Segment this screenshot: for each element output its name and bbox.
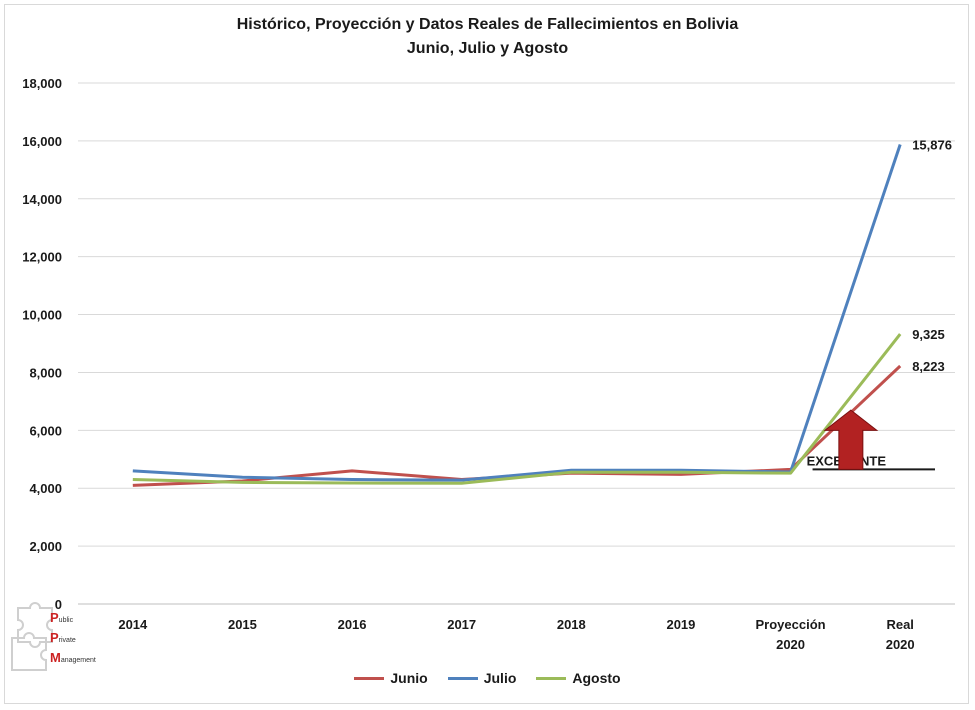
data-label-julio: 15,876 bbox=[912, 137, 952, 152]
series-line-agosto bbox=[132, 333, 902, 485]
logo-cap: P bbox=[50, 630, 59, 645]
ppm-logo: Public Private Management bbox=[8, 598, 118, 673]
legend-label: Junio bbox=[390, 670, 428, 686]
logo-cap: M bbox=[50, 650, 61, 665]
logo-cap: P bbox=[50, 610, 59, 625]
logo-text: ublic bbox=[58, 617, 74, 624]
x-tick-label: Proyección 2020 bbox=[756, 617, 826, 652]
y-tick-label: 4,000 bbox=[29, 481, 62, 496]
logo-text: anagement bbox=[60, 657, 96, 664]
y-tick-label: 2,000 bbox=[29, 539, 62, 554]
chart-title: Histórico, Proyección y Datos Reales de … bbox=[236, 16, 739, 33]
chart-legend: Junio Julio Agosto bbox=[0, 670, 975, 686]
data-label-agosto: 9,325 bbox=[912, 327, 945, 342]
excedente-arrow bbox=[823, 409, 879, 470]
puzzle-icon bbox=[11, 602, 53, 671]
logo-line-management: Management bbox=[50, 650, 96, 665]
series-line-julio bbox=[132, 144, 902, 482]
x-tick-label: 2019 bbox=[666, 617, 695, 632]
x-tick-label: 2016 bbox=[338, 617, 367, 632]
x-tick-label: Real 2020 bbox=[886, 617, 915, 652]
y-tick-label: 12,000 bbox=[22, 250, 62, 265]
legend-item-junio: Junio bbox=[354, 670, 428, 686]
legend-label: Agosto bbox=[572, 670, 621, 686]
legend-item-agosto: Agosto bbox=[536, 670, 621, 686]
y-tick-label: 0 bbox=[55, 597, 62, 612]
data-label-junio: 8,223 bbox=[912, 359, 945, 374]
series-line-junio bbox=[132, 364, 902, 487]
y-tick-label: 8,000 bbox=[29, 365, 62, 380]
logo-line-private: Private bbox=[50, 630, 76, 645]
legend-swatch bbox=[536, 676, 567, 680]
logo-text: rivate bbox=[58, 637, 76, 644]
chart-frame bbox=[4, 4, 969, 704]
x-tick-label: 2014 bbox=[118, 617, 148, 632]
x-tick-label: 2018 bbox=[557, 617, 586, 632]
logo-line-public: Public bbox=[50, 610, 73, 625]
y-tick-label: 6,000 bbox=[29, 423, 62, 438]
legend-swatch bbox=[354, 676, 385, 680]
y-tick-label: 14,000 bbox=[22, 192, 62, 207]
y-tick-label: 16,000 bbox=[22, 134, 62, 149]
x-tick-label: 2015 bbox=[228, 617, 257, 632]
y-tick-label: 10,000 bbox=[22, 308, 62, 323]
y-tick-label: 18,000 bbox=[22, 76, 62, 91]
chart-subtitle: Junio, Julio y Agosto bbox=[406, 40, 569, 57]
legend-label: Julio bbox=[483, 670, 517, 686]
x-tick-label: 2017 bbox=[447, 617, 476, 632]
legend-swatch bbox=[447, 676, 478, 680]
legend-item-julio: Julio bbox=[447, 670, 517, 686]
